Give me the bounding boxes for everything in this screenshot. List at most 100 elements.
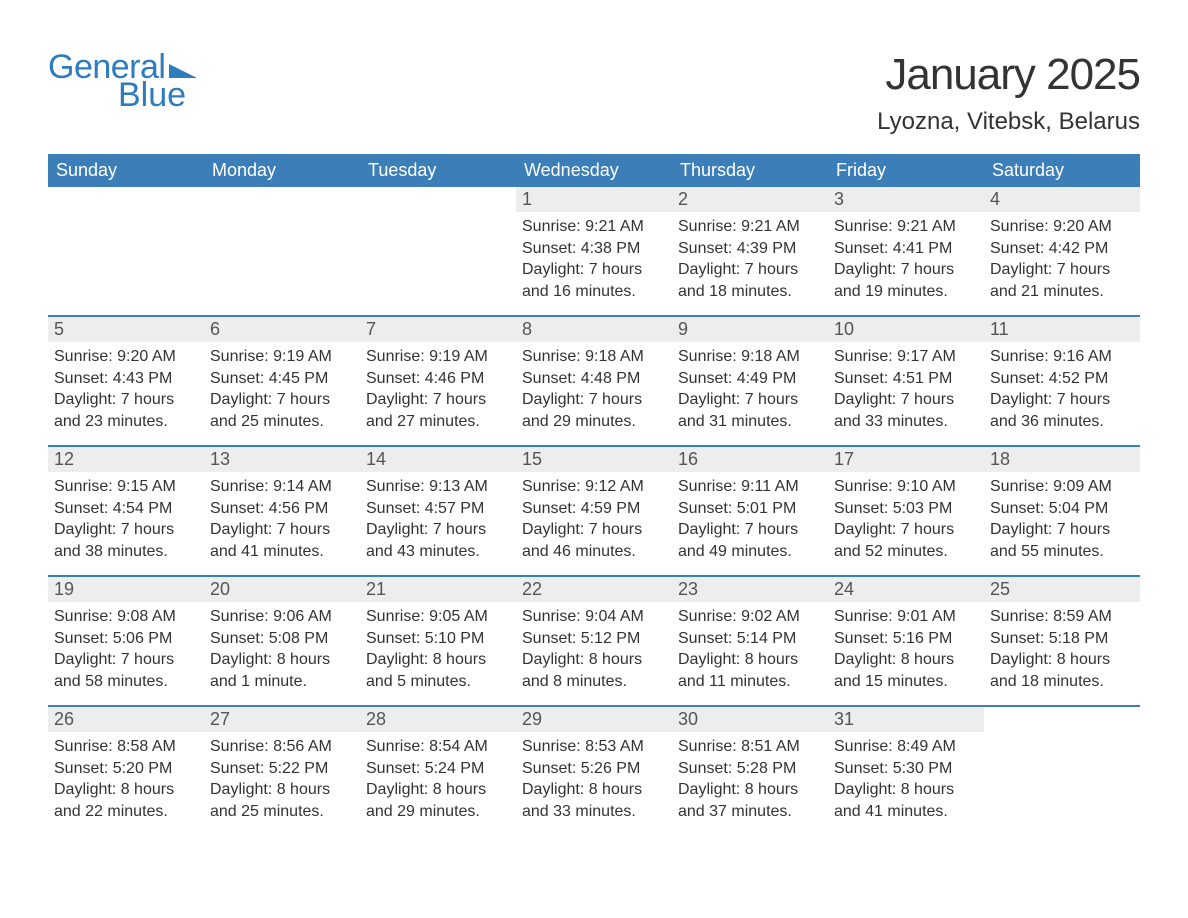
daylight-line: Daylight: 7 hours and 55 minutes.: [990, 519, 1134, 562]
calendar-day-cell: 28Sunrise: 8:54 AMSunset: 5:24 PMDayligh…: [360, 707, 516, 835]
sunset-line: Sunset: 4:54 PM: [54, 498, 198, 520]
sunrise-line: Sunrise: 9:10 AM: [834, 476, 978, 498]
daylight-line: Daylight: 7 hours and 46 minutes.: [522, 519, 666, 562]
day-number: 6: [204, 317, 360, 342]
daylight-line: Daylight: 8 hours and 8 minutes.: [522, 649, 666, 692]
sunset-line: Sunset: 5:01 PM: [678, 498, 822, 520]
brand-part2: Blue: [118, 78, 197, 112]
calendar-day-cell: 11Sunrise: 9:16 AMSunset: 4:52 PMDayligh…: [984, 317, 1140, 445]
calendar-day-cell: 16Sunrise: 9:11 AMSunset: 5:01 PMDayligh…: [672, 447, 828, 575]
calendar-day-cell: 27Sunrise: 8:56 AMSunset: 5:22 PMDayligh…: [204, 707, 360, 835]
weekday-header-row: SundayMondayTuesdayWednesdayThursdayFrid…: [48, 154, 1140, 187]
daylight-line: Daylight: 8 hours and 29 minutes.: [366, 779, 510, 822]
sunset-line: Sunset: 5:03 PM: [834, 498, 978, 520]
day-number: 31: [828, 707, 984, 732]
sunset-line: Sunset: 5:24 PM: [366, 758, 510, 780]
sunrise-line: Sunrise: 9:15 AM: [54, 476, 198, 498]
day-data: Sunrise: 8:51 AMSunset: 5:28 PMDaylight:…: [672, 732, 828, 822]
calendar-day-cell: 12Sunrise: 9:15 AMSunset: 4:54 PMDayligh…: [48, 447, 204, 575]
sunrise-line: Sunrise: 9:14 AM: [210, 476, 354, 498]
day-data: Sunrise: 9:08 AMSunset: 5:06 PMDaylight:…: [48, 602, 204, 692]
calendar-day-cell: 21Sunrise: 9:05 AMSunset: 5:10 PMDayligh…: [360, 577, 516, 705]
sunrise-line: Sunrise: 9:09 AM: [990, 476, 1134, 498]
weekday-header: Thursday: [672, 154, 828, 187]
day-number: 30: [672, 707, 828, 732]
weekday-header: Wednesday: [516, 154, 672, 187]
daylight-line: Daylight: 7 hours and 49 minutes.: [678, 519, 822, 562]
daylight-line: Daylight: 7 hours and 36 minutes.: [990, 389, 1134, 432]
sunrise-line: Sunrise: 8:51 AM: [678, 736, 822, 758]
sunset-line: Sunset: 4:51 PM: [834, 368, 978, 390]
sunset-line: Sunset: 5:04 PM: [990, 498, 1134, 520]
day-number: 8: [516, 317, 672, 342]
daylight-line: Daylight: 7 hours and 38 minutes.: [54, 519, 198, 562]
calendar-day-cell: 3Sunrise: 9:21 AMSunset: 4:41 PMDaylight…: [828, 187, 984, 315]
sunset-line: Sunset: 5:26 PM: [522, 758, 666, 780]
daylight-line: Daylight: 8 hours and 18 minutes.: [990, 649, 1134, 692]
day-number: 13: [204, 447, 360, 472]
day-data: Sunrise: 9:18 AMSunset: 4:48 PMDaylight:…: [516, 342, 672, 432]
weekday-header: Saturday: [984, 154, 1140, 187]
sunrise-line: Sunrise: 9:21 AM: [678, 216, 822, 238]
day-number: 7: [360, 317, 516, 342]
day-number: 22: [516, 577, 672, 602]
calendar-day-cell: 20Sunrise: 9:06 AMSunset: 5:08 PMDayligh…: [204, 577, 360, 705]
sunrise-line: Sunrise: 8:58 AM: [54, 736, 198, 758]
calendar-day-cell: 29Sunrise: 8:53 AMSunset: 5:26 PMDayligh…: [516, 707, 672, 835]
calendar-day-cell: 1Sunrise: 9:21 AMSunset: 4:38 PMDaylight…: [516, 187, 672, 315]
day-number: 20: [204, 577, 360, 602]
calendar-week-row: 26Sunrise: 8:58 AMSunset: 5:20 PMDayligh…: [48, 707, 1140, 835]
calendar-day-cell: 18Sunrise: 9:09 AMSunset: 5:04 PMDayligh…: [984, 447, 1140, 575]
sunrise-line: Sunrise: 9:08 AM: [54, 606, 198, 628]
day-number: 4: [984, 187, 1140, 212]
day-number: 3: [828, 187, 984, 212]
daylight-line: Daylight: 7 hours and 31 minutes.: [678, 389, 822, 432]
sunrise-line: Sunrise: 9:21 AM: [834, 216, 978, 238]
day-number: 10: [828, 317, 984, 342]
sunset-line: Sunset: 5:14 PM: [678, 628, 822, 650]
sunrise-line: Sunrise: 9:06 AM: [210, 606, 354, 628]
daylight-line: Daylight: 8 hours and 22 minutes.: [54, 779, 198, 822]
sunrise-line: Sunrise: 8:56 AM: [210, 736, 354, 758]
sunrise-line: Sunrise: 9:01 AM: [834, 606, 978, 628]
calendar-day-cell: 17Sunrise: 9:10 AMSunset: 5:03 PMDayligh…: [828, 447, 984, 575]
sunset-line: Sunset: 5:12 PM: [522, 628, 666, 650]
calendar-table: SundayMondayTuesdayWednesdayThursdayFrid…: [48, 154, 1140, 835]
sunrise-line: Sunrise: 9:05 AM: [366, 606, 510, 628]
day-data: Sunrise: 9:13 AMSunset: 4:57 PMDaylight:…: [360, 472, 516, 562]
day-data: Sunrise: 9:06 AMSunset: 5:08 PMDaylight:…: [204, 602, 360, 692]
day-data: Sunrise: 8:59 AMSunset: 5:18 PMDaylight:…: [984, 602, 1140, 692]
sunrise-line: Sunrise: 9:19 AM: [210, 346, 354, 368]
day-number: 11: [984, 317, 1140, 342]
weekday-header: Friday: [828, 154, 984, 187]
calendar-day-cell: 30Sunrise: 8:51 AMSunset: 5:28 PMDayligh…: [672, 707, 828, 835]
day-data: Sunrise: 9:09 AMSunset: 5:04 PMDaylight:…: [984, 472, 1140, 562]
day-data: Sunrise: 9:21 AMSunset: 4:39 PMDaylight:…: [672, 212, 828, 302]
calendar-empty-cell: [984, 707, 1140, 835]
day-number: 18: [984, 447, 1140, 472]
day-number: 27: [204, 707, 360, 732]
sunset-line: Sunset: 4:57 PM: [366, 498, 510, 520]
daylight-line: Daylight: 7 hours and 29 minutes.: [522, 389, 666, 432]
calendar-week-row: 1Sunrise: 9:21 AMSunset: 4:38 PMDaylight…: [48, 187, 1140, 315]
day-data: Sunrise: 9:21 AMSunset: 4:41 PMDaylight:…: [828, 212, 984, 302]
day-number: 23: [672, 577, 828, 602]
sunrise-line: Sunrise: 9:11 AM: [678, 476, 822, 498]
month-title: January 2025: [877, 50, 1140, 100]
daylight-line: Daylight: 7 hours and 21 minutes.: [990, 259, 1134, 302]
day-data: Sunrise: 8:53 AMSunset: 5:26 PMDaylight:…: [516, 732, 672, 822]
daylight-line: Daylight: 8 hours and 41 minutes.: [834, 779, 978, 822]
calendar-day-cell: 10Sunrise: 9:17 AMSunset: 4:51 PMDayligh…: [828, 317, 984, 445]
day-data: Sunrise: 9:17 AMSunset: 4:51 PMDaylight:…: [828, 342, 984, 432]
daylight-line: Daylight: 7 hours and 18 minutes.: [678, 259, 822, 302]
day-data: Sunrise: 8:54 AMSunset: 5:24 PMDaylight:…: [360, 732, 516, 822]
sunset-line: Sunset: 4:41 PM: [834, 238, 978, 260]
sunrise-line: Sunrise: 9:20 AM: [54, 346, 198, 368]
calendar-day-cell: 14Sunrise: 9:13 AMSunset: 4:57 PMDayligh…: [360, 447, 516, 575]
sunrise-line: Sunrise: 9:21 AM: [522, 216, 666, 238]
calendar-day-cell: 24Sunrise: 9:01 AMSunset: 5:16 PMDayligh…: [828, 577, 984, 705]
calendar-day-cell: 9Sunrise: 9:18 AMSunset: 4:49 PMDaylight…: [672, 317, 828, 445]
day-data: Sunrise: 9:20 AMSunset: 4:42 PMDaylight:…: [984, 212, 1140, 302]
calendar-day-cell: 7Sunrise: 9:19 AMSunset: 4:46 PMDaylight…: [360, 317, 516, 445]
sunset-line: Sunset: 5:16 PM: [834, 628, 978, 650]
